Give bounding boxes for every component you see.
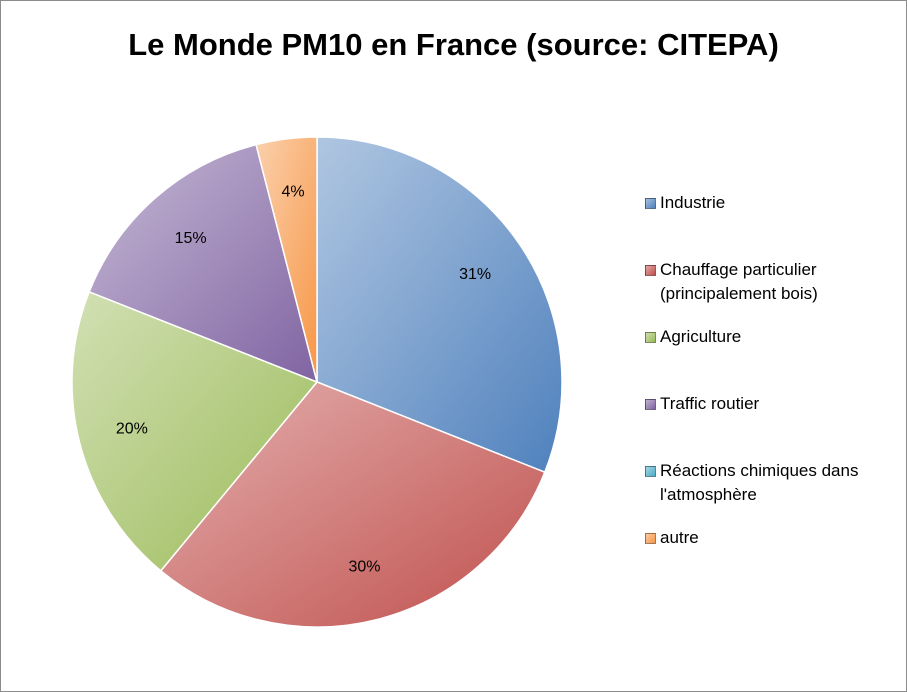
legend-swatch-agriculture	[645, 332, 656, 343]
legend-swatch-chauffage-particulier-principalement-bois	[645, 265, 656, 276]
legend-swatch-industrie	[645, 198, 656, 209]
data-label-agriculture: 20%	[116, 421, 148, 438]
legend-label: Industrie	[660, 191, 725, 215]
pie-slice-traffic-routier	[88, 143, 319, 384]
legend-label: Chauffage particulier (principalement boi…	[660, 258, 818, 306]
legend-item-autre: autre	[645, 526, 699, 550]
legend-label: Agriculture	[660, 325, 741, 349]
legend-swatch-traffic-routier	[645, 399, 656, 410]
legend-label-line: Agriculture	[660, 327, 742, 346]
pie-slice-industrie	[316, 136, 563, 474]
legend-label-line: autre	[660, 528, 699, 547]
legend-label-line: Réactions chimiques dans	[660, 461, 859, 480]
legend-label-line: Chauffage particulier	[660, 260, 817, 279]
legend-label-line: Traffic routier	[660, 394, 760, 413]
legend-label: Traffic routier	[660, 392, 759, 416]
data-label-traffic-routier: 15%	[175, 230, 207, 247]
pie-slice-autre	[255, 136, 318, 383]
legend-label-line: l'atmosphère	[660, 485, 757, 504]
legend-swatch-autre	[645, 533, 656, 544]
data-label-autre: 4%	[281, 184, 304, 201]
legend-label: autre	[660, 526, 699, 550]
legend-item-agriculture: Agriculture	[645, 325, 741, 349]
legend-item-chauffage-particulier-principalement-bois: Chauffage particulier (principalement boi…	[645, 258, 818, 306]
legend-item-traffic-routier: Traffic routier	[645, 392, 759, 416]
legend-label-line: (principalement bois)	[660, 284, 818, 303]
pie-slice-chauffage-particulier-principalement-bois	[159, 381, 546, 628]
data-label-industrie: 31%	[459, 266, 491, 283]
legend-swatch-reactions-chimiques-dans-l-atmosphere	[645, 466, 656, 477]
legend-label-line: Industrie	[660, 193, 726, 212]
pie-slice-agriculture	[71, 290, 319, 572]
chart-title: Le Monde PM10 en France (source: CITEPA)	[128, 27, 779, 62]
legend-item-reactions-chimiques-dans-l-atmosphere: Réactions chimiques dans l'atmosphère	[645, 459, 858, 507]
legend-item-industrie: Industrie	[645, 191, 725, 215]
legend-label: Réactions chimiques dans l'atmosphère	[660, 459, 858, 507]
data-label-chauffage-particulier-principalement-bois: 30%	[348, 558, 380, 575]
